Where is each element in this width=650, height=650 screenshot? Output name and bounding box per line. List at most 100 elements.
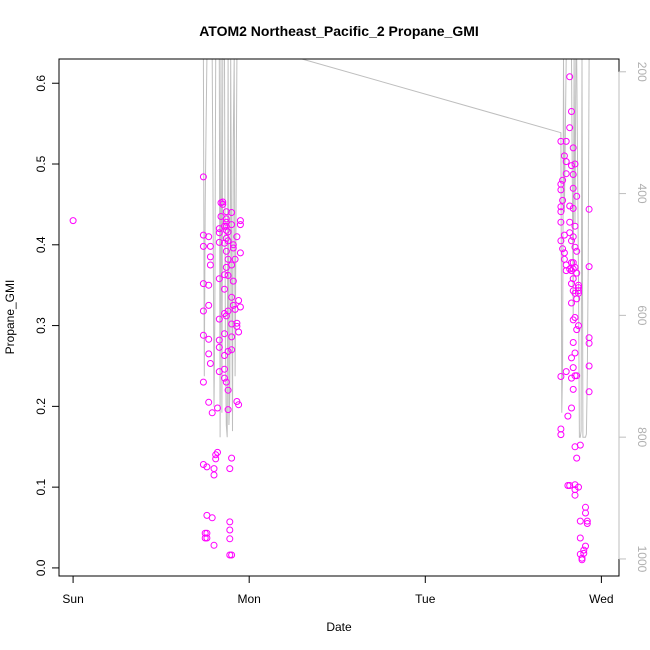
data-point [236,249,244,257]
data-point [573,454,581,462]
data-point [214,404,221,412]
data-point [205,335,213,343]
data-point [569,171,577,178]
data-point [229,241,237,249]
data-point [575,322,582,330]
data-point [236,221,244,229]
data-point [224,228,232,236]
data-point [228,551,236,559]
data-point [208,514,216,522]
data-point [562,267,570,275]
y-tick-label: 0.1 [34,478,48,495]
data-point [585,339,593,347]
data-point [199,242,207,250]
data-point [206,360,214,367]
data-point [568,354,575,362]
data-point [219,200,227,208]
data-point [557,218,565,226]
data-point [214,448,221,456]
x-tick-label: Sun [62,592,83,606]
data-point [568,404,575,412]
data-point [575,287,582,295]
data-point [226,526,234,534]
data-point [576,517,584,525]
data-point [203,534,211,542]
data-point [228,209,236,216]
data-point [557,137,565,145]
data-point [576,441,584,449]
data-point [228,454,236,462]
data-point [224,406,232,414]
data-point [569,275,577,283]
y-tick-label: 0.3 [34,317,48,334]
data-point [568,237,575,245]
data-point [562,137,570,145]
data-point [199,173,207,181]
data-point [576,534,584,542]
data-point [229,277,237,285]
x-tick-label: Wed [589,592,613,606]
data-point [199,378,207,386]
data-point [557,373,565,380]
data-point [236,303,244,311]
data-point [221,352,228,359]
data-point [557,208,565,216]
chart-title: ATOM2 Northeast_Pacific_2 Propane_GMI [199,23,479,39]
data-point [575,289,582,297]
data-point [573,269,581,277]
data-point [585,388,593,396]
data-point [569,144,577,152]
data-point [566,229,574,237]
data-point [569,233,577,241]
data-point [557,237,565,245]
data-point [571,314,579,321]
data-point [569,265,577,273]
data-point [573,326,581,334]
data-point [583,520,591,527]
data-point [221,330,228,338]
data-point [222,378,230,386]
y2-tick-label: 400 [635,184,649,204]
data-point [562,158,570,166]
data-point [583,517,591,525]
data-point [566,124,574,132]
plot-area-frame [58,58,620,577]
data-point [229,244,237,252]
data-point [228,333,236,341]
data-point [226,535,234,543]
data-point [226,518,234,526]
data-point [573,192,581,200]
data-point [231,255,239,263]
data-point [578,556,586,564]
data-point [221,239,228,247]
right-pressure-axis: 200 400 600 800 1000 [618,62,649,573]
y-tick-label: 0.5 [34,155,48,172]
data-point [585,263,593,271]
data-point [559,245,567,253]
data-point [210,465,218,473]
y2-tick-label: 1000 [635,546,649,573]
data-point [568,280,575,288]
data-point [228,293,236,301]
data-point [215,343,223,351]
data-point [585,362,593,370]
data-point [557,431,565,439]
data-point [580,546,588,554]
y-tick-label: 0.4 [34,236,48,253]
data-point [228,346,236,354]
data-point [205,350,213,358]
pressure-line-layer [202,58,590,438]
data-point [221,271,228,279]
data-points-layer [69,73,593,564]
data-point [235,297,243,304]
data-point [215,238,223,246]
data-point [224,347,232,355]
x-tick-label: Mon [238,592,261,606]
data-point [205,301,213,309]
y-tick-label: 0.6 [34,75,48,92]
pressure-line [202,58,590,438]
data-point [569,385,577,393]
y2-tick-label: 600 [635,305,649,325]
data-point [569,364,577,372]
data-point [573,247,581,255]
